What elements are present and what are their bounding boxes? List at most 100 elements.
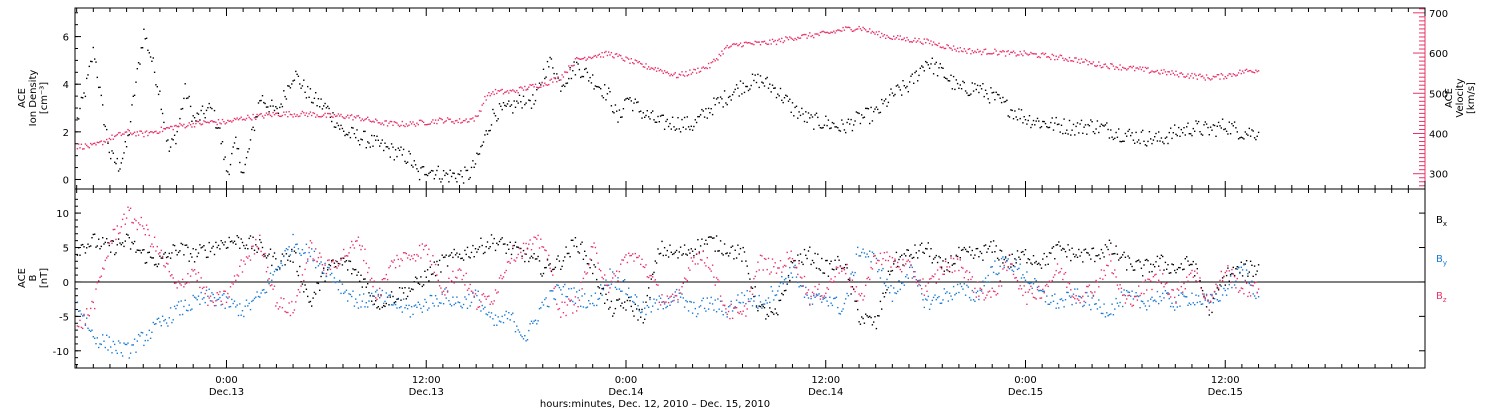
velocity-point xyxy=(549,79,551,81)
bz-point xyxy=(711,264,714,266)
velocity-point xyxy=(943,47,945,50)
velocity-point xyxy=(1224,76,1226,78)
by-point xyxy=(951,298,953,301)
bz-point xyxy=(414,260,417,262)
bx-point xyxy=(333,262,336,264)
velocity-point xyxy=(939,46,941,48)
velocity-point xyxy=(1040,53,1043,55)
bz-point xyxy=(963,277,965,279)
velocity-point xyxy=(127,128,129,131)
velocity-point xyxy=(729,46,731,48)
density-point xyxy=(1095,128,1097,130)
bx-point xyxy=(521,255,523,257)
bx-point xyxy=(554,266,557,269)
velocity-point xyxy=(759,44,762,46)
velocity-point xyxy=(184,127,186,129)
density-point xyxy=(1167,142,1169,145)
bz-point xyxy=(644,266,646,269)
bx-point xyxy=(1180,263,1182,265)
velocity-point xyxy=(873,31,875,34)
velocity-point xyxy=(478,110,481,112)
bx-point xyxy=(389,296,391,298)
bx-point xyxy=(771,311,774,314)
by-point xyxy=(573,287,575,289)
bz-point xyxy=(460,269,462,271)
density-point xyxy=(288,85,290,87)
by-point xyxy=(807,297,810,299)
density-point xyxy=(670,128,672,130)
bz-point xyxy=(520,251,522,254)
by-point xyxy=(648,306,650,308)
by-point xyxy=(947,300,949,302)
density-point xyxy=(484,134,486,136)
bx-point xyxy=(430,273,433,276)
density-point xyxy=(703,116,706,118)
velocity-point xyxy=(482,102,485,105)
velocity-point xyxy=(406,125,409,127)
by-point xyxy=(1098,299,1100,301)
density-point xyxy=(189,105,192,108)
by-point xyxy=(1003,266,1005,269)
bx-point xyxy=(632,310,634,312)
density-point xyxy=(208,102,210,105)
density-point xyxy=(1118,128,1120,130)
by-point xyxy=(1155,300,1157,303)
bx-point xyxy=(758,305,760,307)
bx-point xyxy=(827,275,830,277)
velocity-point xyxy=(895,37,898,39)
bx-point xyxy=(862,317,864,320)
density-point xyxy=(650,112,652,114)
density-point xyxy=(634,98,636,100)
density-point xyxy=(719,96,722,98)
density-point xyxy=(465,169,467,172)
by-point xyxy=(509,319,511,321)
bz-point xyxy=(320,256,322,258)
velocity-point xyxy=(775,43,778,46)
velocity-point xyxy=(711,61,714,63)
velocity-point xyxy=(1023,50,1025,52)
density-point xyxy=(885,98,887,100)
by-point xyxy=(596,304,598,307)
bx-point xyxy=(268,253,270,255)
bx-point xyxy=(626,299,629,302)
bx-point xyxy=(481,244,483,247)
velocity-point xyxy=(699,70,702,73)
velocity-point xyxy=(738,44,740,46)
bz-point xyxy=(669,296,671,298)
bz-point xyxy=(204,292,206,295)
bz-point xyxy=(324,264,326,266)
by-point xyxy=(994,260,996,262)
velocity-point xyxy=(604,51,606,54)
bx-point xyxy=(1115,245,1117,247)
bz-point xyxy=(321,264,324,266)
bx-point xyxy=(1164,261,1167,264)
by-point xyxy=(751,305,754,307)
density-point xyxy=(1116,136,1119,138)
velocity-point xyxy=(914,37,916,39)
bx-point xyxy=(769,307,771,309)
bz-point xyxy=(564,301,566,304)
bx-point xyxy=(536,258,538,260)
density-point xyxy=(648,116,650,118)
velocity-point xyxy=(1182,73,1184,75)
bx-point xyxy=(608,308,610,310)
bz-point xyxy=(438,285,441,287)
by-point xyxy=(928,308,931,310)
density-point xyxy=(457,173,459,175)
bz-point xyxy=(658,301,660,303)
density-point xyxy=(1060,124,1063,126)
bz-point xyxy=(408,254,410,256)
bz-point xyxy=(574,296,577,298)
x-tick-time: 12:00 xyxy=(412,375,441,386)
by-point xyxy=(1046,295,1048,297)
velocity-point xyxy=(524,85,526,88)
by-point xyxy=(601,294,603,296)
density-point xyxy=(801,107,803,110)
velocity-point xyxy=(640,62,642,65)
bz-point xyxy=(1075,295,1077,297)
velocity-point xyxy=(963,48,965,50)
by-point xyxy=(1131,290,1133,292)
bz-point xyxy=(151,243,153,245)
bz-point xyxy=(392,261,394,263)
by-point xyxy=(990,266,992,268)
